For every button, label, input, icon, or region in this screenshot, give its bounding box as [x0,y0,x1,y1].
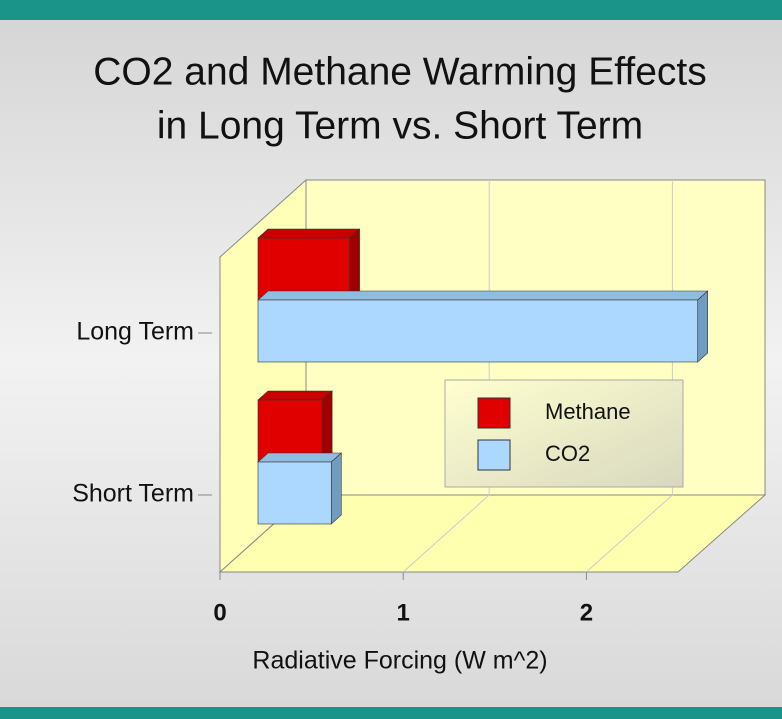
x-axis-label: Radiative Forcing (W m^2) [252,647,547,675]
x-tick-label: 0 [213,599,226,626]
legend-box [444,379,684,488]
x-tick-label: 1 [397,599,410,626]
bar-top [257,228,361,239]
y-tick-label: Short Term [72,480,194,508]
x-tick-label: 2 [580,599,593,626]
grid-line [402,494,490,573]
bar [257,228,361,301]
bar [257,290,709,363]
bottom-band [0,707,782,719]
legend-swatch [477,397,511,429]
legend-label: CO2 [545,441,590,466]
bar-top [257,390,333,401]
bar-side [330,452,342,525]
top-band [0,0,782,20]
grid-line [586,494,673,573]
plot [219,180,709,580]
bar-side [349,228,360,301]
bar-side [697,290,708,363]
bar-side [321,390,333,463]
y-tick-label: Long Term [76,318,194,346]
bar-top [257,452,343,463]
bar-top [257,290,709,301]
legend-label: Methane [545,399,631,424]
bar-front [257,461,332,525]
chart-title: CO2 and Methane Warming Effects [93,50,706,93]
chart-title: in Long Term vs. Short Term [157,104,643,147]
bar [257,452,343,525]
bar [257,390,333,463]
bar-front [257,299,698,363]
legend-swatch [477,439,511,471]
bar-front [257,237,350,301]
